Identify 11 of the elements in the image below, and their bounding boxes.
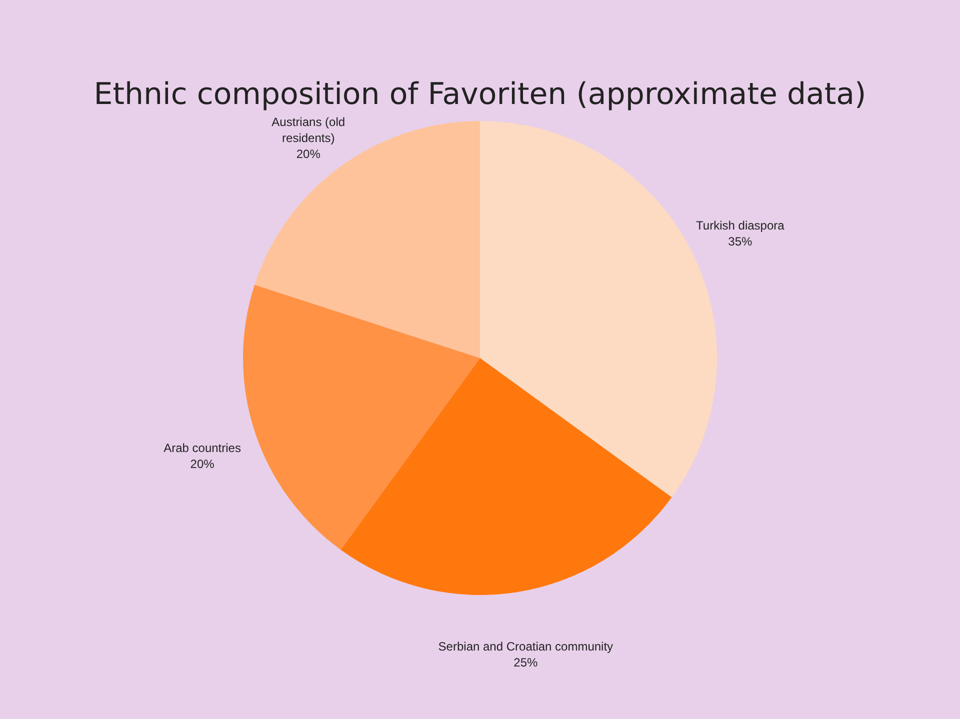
data-label: 20% (190, 457, 215, 472)
slice-label: Austrians (old residents) (272, 114, 346, 145)
pie-slice (243, 284, 480, 550)
data-label: 25% (514, 655, 538, 670)
data-label: 20% (296, 146, 321, 161)
data-label: 35% (728, 234, 753, 248)
slice-label: Turkish diaspora (696, 218, 785, 232)
chart-title: Ethnic composition of Favoriten (approximate data) (94, 77, 866, 112)
slice-label: Arab countries (164, 441, 241, 456)
pie-slice (340, 358, 672, 595)
slice-label: Serbian and Croatian community (438, 639, 614, 654)
